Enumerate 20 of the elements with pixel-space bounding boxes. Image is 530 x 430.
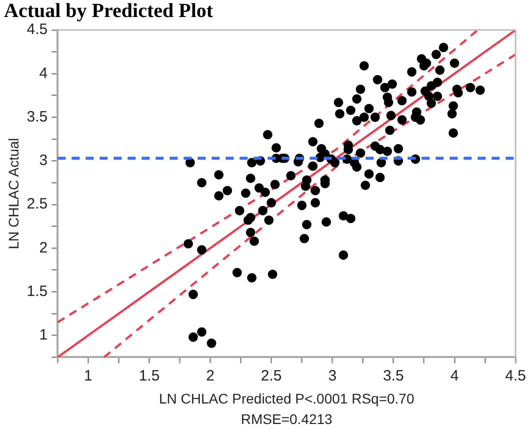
x-tick-label: 4 [450, 367, 459, 384]
y-axis-title: LN CHLAC Actual [5, 138, 22, 250]
y-tick-label: 2.5 [26, 196, 48, 213]
x-tick-label: 2 [206, 367, 214, 384]
y-tick-label: 4.5 [26, 21, 48, 38]
x-tick-label: 3 [328, 367, 337, 384]
x-tick-label: 1 [84, 367, 92, 384]
chart-title: Actual by Predicted Plot [4, 0, 214, 22]
y-tick-label: 1.5 [26, 282, 48, 300]
x-tick-label: 4.5 [505, 367, 526, 384]
y-tick-label: 2 [39, 239, 48, 256]
x-tick-label: 3.5 [383, 367, 404, 384]
y-tick-label: 3.5 [26, 108, 48, 126]
y-tick-label: 3 [39, 152, 48, 170]
x-axis-title: LN CHLAC Predicted P<.0001 RSq=0.70 [158, 390, 414, 406]
y-tick-label: 4 [39, 64, 48, 82]
y-tick-label: 1 [39, 326, 48, 344]
text: RMSE=0.4213 [240, 411, 333, 427]
x-tick-label: 1.5 [138, 367, 160, 384]
x-tick-label: 2.5 [260, 367, 282, 384]
